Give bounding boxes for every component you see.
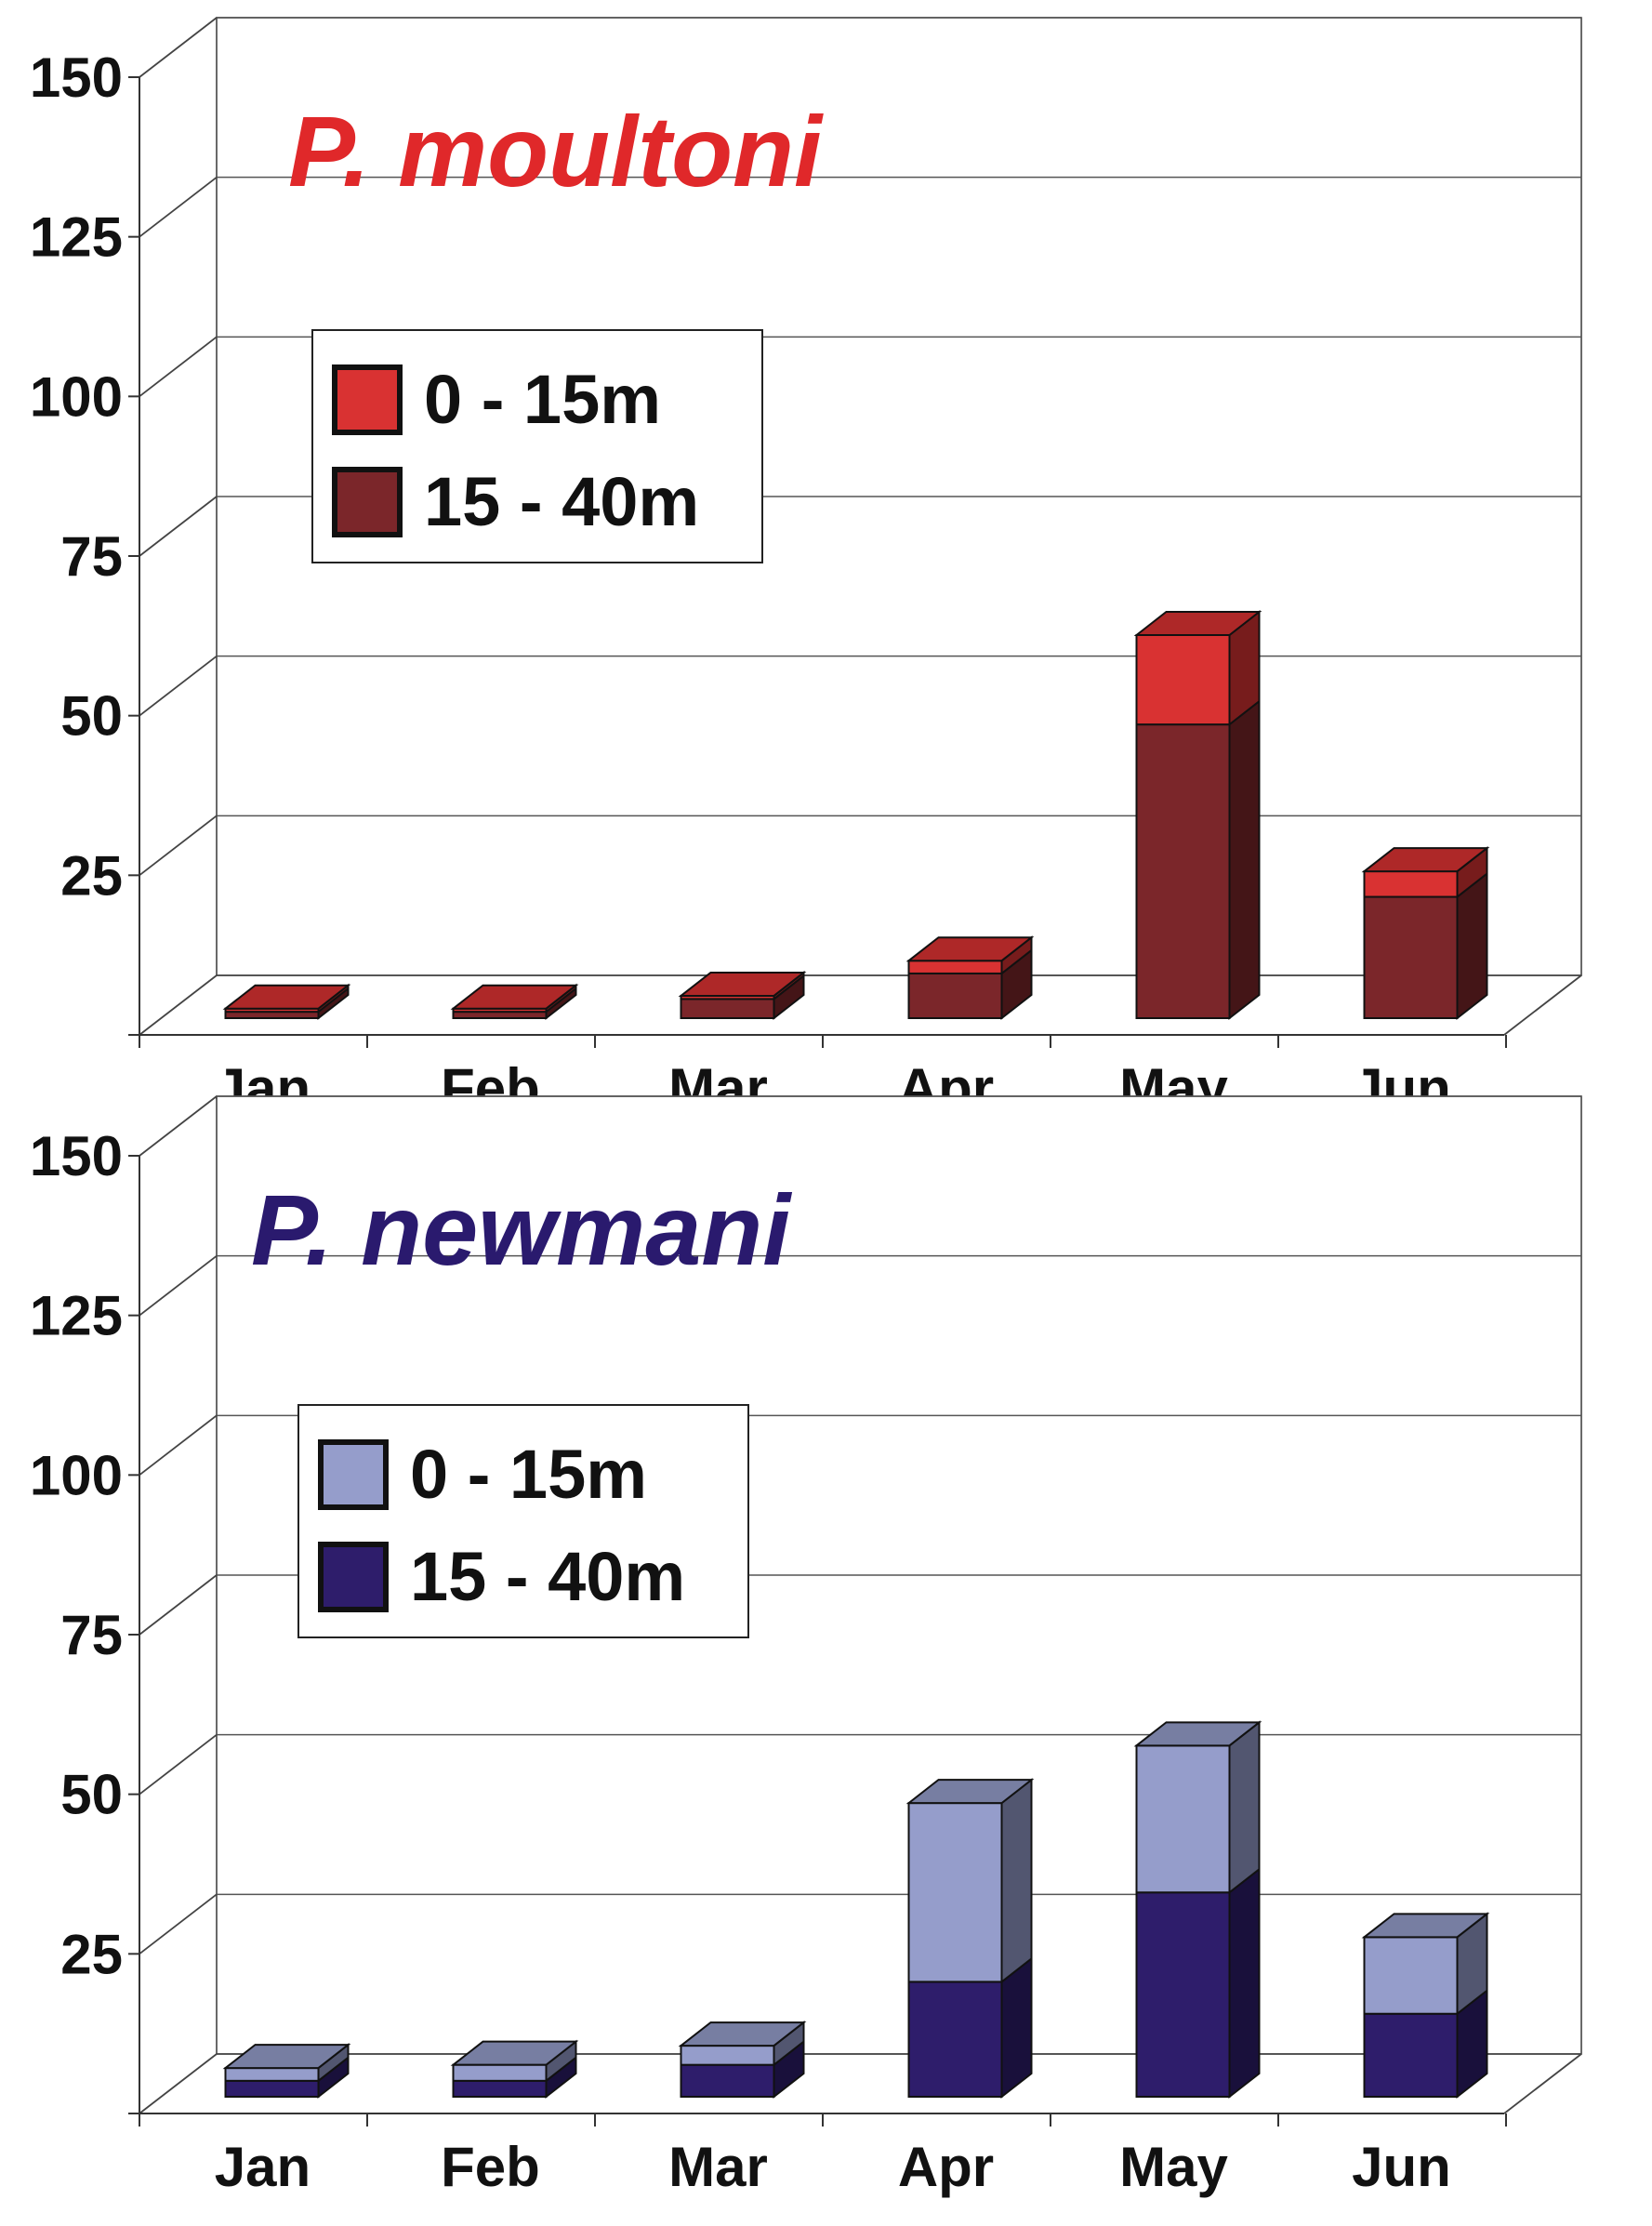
gridline-depth [139, 1095, 218, 1157]
gridline-depth [139, 655, 218, 717]
legend-label-1: 0 - 15m [410, 1436, 647, 1513]
bar-top-mar [678, 971, 807, 997]
y-tick-label: 100 [30, 365, 123, 428]
x-tick-label-jun: Jun [1352, 2136, 1451, 2198]
y-tick-label: 150 [30, 1125, 123, 1187]
gridline-depth [139, 815, 218, 877]
bar-top-jun [1361, 1913, 1490, 1939]
x-tick-label-feb: Feb [441, 2136, 540, 2198]
bar-top-apr [905, 936, 1035, 962]
bar-may-series-2 [1135, 1744, 1231, 1894]
legend-label-2: 15 - 40m [424, 463, 699, 540]
bar-feb-series-1 [452, 2079, 548, 2098]
x-tick-label-jan: Jan [215, 2136, 311, 2198]
y-tick-label: 50 [60, 1764, 123, 1826]
y-tick-label: 50 [60, 685, 123, 748]
chart-title: P. newmani [251, 1173, 792, 1286]
bar-apr-series-2 [907, 1802, 1003, 1983]
gridline-depth [139, 1574, 218, 1636]
bar-side-apr-series-2 [1000, 1778, 1033, 1984]
gridline-depth [139, 1733, 218, 1795]
gridline-depth [139, 176, 218, 238]
bar-may-series-1 [1135, 723, 1231, 1020]
legend-swatch-2 [332, 467, 403, 537]
legend-label-2: 15 - 40m [410, 1538, 685, 1615]
bar-top-apr [905, 1779, 1035, 1805]
bar-apr-series-1 [907, 1981, 1003, 2098]
y-tick-label: 25 [60, 844, 123, 907]
legend-swatch-1 [318, 1439, 389, 1510]
y-tick-label: 125 [30, 1285, 123, 1347]
bar-mar-series-1 [680, 2063, 775, 2099]
bar-jun-series-2 [1363, 1936, 1459, 2015]
bar-jan-series-1 [224, 1011, 320, 1019]
bar-top-feb [450, 984, 579, 1010]
y-tick-label: 125 [30, 206, 123, 269]
gridline-depth [139, 1414, 218, 1477]
bar-feb-series-1 [452, 1011, 548, 1019]
bar-jan-series-1 [224, 2079, 320, 2098]
floor-depth-left [139, 974, 218, 1036]
legend-swatch-1 [332, 364, 403, 435]
bar-top-feb [450, 2040, 579, 2066]
chart-panel-2: 25 50 75 100 125 150 Jan Feb Mar Apr May Jun P. newm… [30, 1095, 1582, 2198]
legend-label-1: 0 - 15m [424, 361, 661, 438]
y-tick-label: 75 [60, 525, 123, 588]
bar-top-jan [222, 984, 351, 1010]
bar-side-jun-series-1 [1456, 871, 1488, 1021]
gridline-depth [139, 496, 218, 557]
x-tick-label-apr: Apr [898, 2136, 994, 2198]
bar-top-may [1133, 611, 1262, 636]
bar-jun-series-1 [1363, 895, 1459, 1019]
y-tick-label: 150 [30, 46, 123, 109]
bar-may-series-1 [1135, 1891, 1231, 2099]
legend: 0 - 15m 15 - 40m [297, 1404, 749, 1638]
bar-jan-series-2 [224, 2067, 320, 2082]
bar-side-may-series-1 [1228, 1867, 1261, 2100]
gridline-depth [139, 336, 218, 398]
gridline-depth [139, 1254, 218, 1317]
chart-title: P. moultoni [288, 95, 824, 207]
bar-side-may-series-1 [1228, 699, 1261, 1021]
y-tick-label: 75 [60, 1604, 123, 1666]
y-tick-label: 100 [30, 1444, 123, 1506]
y-tick-label: 25 [60, 1923, 123, 1985]
gridline-depth [139, 17, 218, 78]
bar-mar-series-2 [680, 2045, 775, 2066]
bar-jun-series-2 [1363, 870, 1459, 898]
floor-depth-right [1503, 2053, 1582, 2114]
bar-top-jan [222, 2044, 351, 2070]
floor-depth-left [139, 2053, 218, 2114]
floor-depth-right [1503, 974, 1582, 1036]
legend: 0 - 15m 15 - 40m [311, 329, 763, 563]
bar-may-series-2 [1135, 634, 1231, 726]
bar-apr-series-1 [907, 972, 1003, 1020]
bar-apr-series-2 [907, 960, 1003, 974]
x-tick-label-may: May [1119, 2136, 1228, 2198]
bar-feb-series-2 [452, 2063, 548, 2082]
legend-swatch-2 [318, 1542, 389, 1612]
bar-top-jun [1361, 847, 1490, 873]
gridline-depth [139, 1893, 218, 1955]
bar-side-may-series-2 [1228, 1720, 1261, 1895]
bar-top-may [1133, 1721, 1262, 1747]
bar-top-mar [678, 2021, 807, 2047]
bar-mar-series-1 [680, 998, 775, 1020]
bar-jun-series-1 [1363, 2012, 1459, 2099]
x-tick-label-mar: Mar [668, 2136, 768, 2198]
